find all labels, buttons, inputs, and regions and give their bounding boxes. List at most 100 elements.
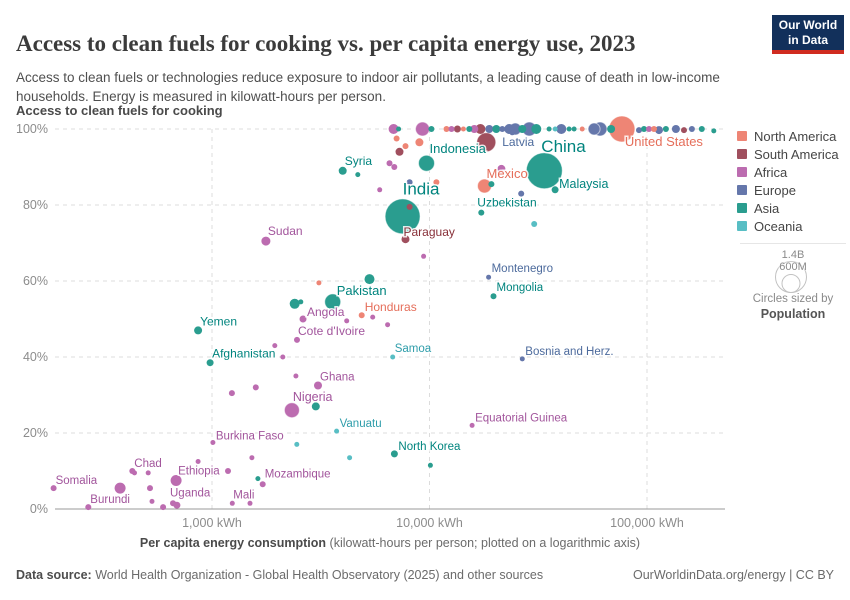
data-point[interactable] <box>391 164 398 170</box>
data-point[interactable] <box>531 221 538 227</box>
data-point[interactable] <box>272 343 278 349</box>
data-point[interactable] <box>587 122 601 136</box>
data-point[interactable] <box>681 127 687 134</box>
data-point-vanuatu[interactable] <box>334 428 340 434</box>
data-point[interactable] <box>388 124 399 134</box>
data-point[interactable] <box>393 135 400 142</box>
data-point-equatorial-guinea[interactable] <box>469 422 475 428</box>
data-point[interactable] <box>247 500 253 506</box>
data-point-paraguay[interactable] <box>401 235 410 244</box>
data-point[interactable] <box>607 125 616 133</box>
data-point-sudan[interactable] <box>261 236 271 246</box>
data-point[interactable] <box>518 190 525 197</box>
data-point-latvia[interactable] <box>509 130 515 136</box>
data-point[interactable] <box>655 126 663 135</box>
data-point-mali[interactable] <box>229 500 235 506</box>
data-point[interactable] <box>147 485 153 492</box>
data-point[interactable] <box>132 470 137 476</box>
data-point[interactable] <box>402 143 409 150</box>
data-point[interactable] <box>531 124 542 134</box>
data-point[interactable] <box>249 455 255 461</box>
legend-item-eu[interactable]: Europe <box>737 181 839 199</box>
data-point[interactable] <box>518 125 527 133</box>
data-point[interactable] <box>377 187 383 193</box>
data-point[interactable] <box>485 125 494 133</box>
data-point[interactable] <box>466 126 473 132</box>
data-point[interactable] <box>460 126 466 132</box>
data-point[interactable] <box>385 322 391 328</box>
data-point-mongolia[interactable] <box>490 293 497 300</box>
data-point[interactable] <box>294 441 300 447</box>
data-point[interactable] <box>641 126 647 132</box>
data-point-indonesia[interactable] <box>418 154 435 172</box>
data-point[interactable] <box>427 462 433 468</box>
data-point-mozambique[interactable] <box>259 481 266 488</box>
data-point[interactable] <box>546 126 552 132</box>
data-point[interactable] <box>396 126 402 132</box>
legend-item-oc[interactable]: Oceania <box>737 217 839 235</box>
data-point-yemen[interactable] <box>194 326 203 335</box>
data-point-ethiopia[interactable] <box>170 475 182 486</box>
data-point-nigeria[interactable] <box>283 402 300 419</box>
data-point[interactable] <box>651 126 657 132</box>
data-point[interactable] <box>344 318 350 324</box>
data-point-burkina-faso[interactable] <box>210 440 216 445</box>
data-point[interactable] <box>149 498 155 504</box>
data-point[interactable] <box>293 373 299 379</box>
data-point[interactable] <box>453 125 461 133</box>
data-point[interactable] <box>225 468 231 474</box>
data-point[interactable] <box>688 126 695 132</box>
data-point[interactable] <box>298 299 304 305</box>
data-point[interactable] <box>255 476 261 482</box>
data-point[interactable] <box>311 402 320 411</box>
legend-item-na[interactable]: North America <box>737 127 839 145</box>
data-point[interactable] <box>316 280 322 286</box>
data-point[interactable] <box>475 124 486 134</box>
data-point[interactable] <box>566 126 572 132</box>
legend-item-sa[interactable]: South America <box>737 145 839 163</box>
data-point[interactable] <box>289 298 300 309</box>
data-point[interactable] <box>370 314 376 320</box>
data-point[interactable] <box>646 126 652 132</box>
data-point[interactable] <box>433 179 440 186</box>
data-point-bosnia-and-herz-[interactable] <box>519 356 525 362</box>
data-point-samoa[interactable] <box>390 354 396 360</box>
data-point[interactable] <box>114 482 126 494</box>
owid-logo[interactable]: Our World in Data <box>772 15 844 54</box>
data-point[interactable] <box>347 455 353 461</box>
data-point[interactable] <box>497 164 506 173</box>
data-point[interactable] <box>492 125 501 133</box>
data-point[interactable] <box>406 179 413 186</box>
data-point[interactable] <box>448 126 455 132</box>
data-point-angola[interactable] <box>299 315 307 323</box>
data-point[interactable] <box>579 126 585 132</box>
data-point[interactable] <box>252 384 259 391</box>
data-point[interactable] <box>386 160 393 167</box>
data-point[interactable] <box>698 126 705 132</box>
data-point[interactable] <box>415 121 430 137</box>
data-point[interactable] <box>552 126 558 132</box>
data-point[interactable] <box>364 274 375 285</box>
data-point-north-korea[interactable] <box>390 450 398 458</box>
data-point-cote-d-ivoire[interactable] <box>294 336 300 343</box>
data-point[interactable] <box>428 126 435 132</box>
data-point-somalia[interactable] <box>50 485 57 492</box>
data-point[interactable] <box>145 470 151 476</box>
data-point[interactable] <box>421 253 427 259</box>
data-point[interactable] <box>556 124 567 134</box>
data-point[interactable] <box>415 138 424 147</box>
legend-item-af[interactable]: Africa <box>737 163 839 181</box>
data-point-afghanistan[interactable] <box>206 359 214 367</box>
data-point[interactable] <box>195 459 201 464</box>
data-point[interactable] <box>280 354 286 360</box>
data-point[interactable] <box>711 128 717 134</box>
data-point[interactable] <box>476 132 497 153</box>
data-point-uzbekistan[interactable] <box>478 209 485 216</box>
data-point-burundi[interactable] <box>85 504 92 511</box>
footer-credit-link[interactable]: OurWorldinData.org/energy | CC BY <box>632 568 834 582</box>
data-point-pakistan[interactable] <box>324 293 342 311</box>
data-point[interactable] <box>355 172 361 178</box>
data-point[interactable] <box>662 126 669 132</box>
data-point[interactable] <box>470 125 479 133</box>
data-point[interactable] <box>443 126 450 132</box>
